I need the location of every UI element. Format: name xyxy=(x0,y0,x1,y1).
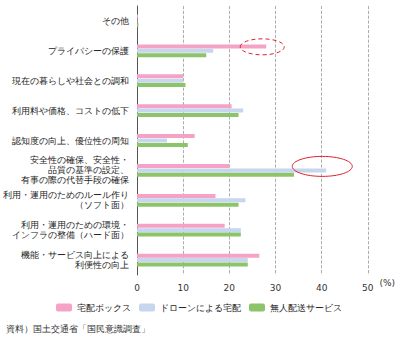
svg-text:40: 40 xyxy=(316,283,328,293)
svg-text:機能・サービス向上による: 機能・サービス向上による xyxy=(21,250,129,260)
svg-text:宅配ボックス: 宅配ボックス xyxy=(77,303,131,313)
svg-text:0: 0 xyxy=(134,283,140,293)
svg-text:利用料や価格、コストの低下: 利用料や価格、コストの低下 xyxy=(12,106,129,116)
svg-text:無人配送サービス: 無人配送サービス xyxy=(270,303,342,313)
svg-text:安全性の確保、安全性・: 安全性の確保、安全性・ xyxy=(30,155,129,165)
svg-text:プライバシーの保護: プライバシーの保護 xyxy=(48,46,129,56)
svg-text:(%): (%) xyxy=(379,278,395,288)
svg-text:ドローンによる宅配: ドローンによる宅配 xyxy=(160,303,241,313)
svg-text:認知度の向上、優位性の周知: 認知度の向上、優位性の周知 xyxy=(12,136,129,146)
svg-text:その他: その他 xyxy=(102,16,129,26)
svg-text:利用・運用のためのルール作り: 利用・運用のためのルール作り xyxy=(3,190,129,200)
svg-text:有事の際の代替手段の確保: 有事の際の代替手段の確保 xyxy=(21,175,129,185)
svg-text:50: 50 xyxy=(362,283,374,293)
svg-text:10: 10 xyxy=(177,283,189,293)
svg-text:資料）国土交通省「国民意識調査」: 資料）国土交通省「国民意識調査」 xyxy=(6,324,150,334)
svg-text:インフラの整備（ハード面）: インフラの整備（ハード面） xyxy=(12,230,129,240)
svg-text:30: 30 xyxy=(270,283,282,293)
svg-text:利用・運用のための環境・: 利用・運用のための環境・ xyxy=(21,220,129,230)
svg-text:利便性の向上: 利便性の向上 xyxy=(75,260,129,270)
svg-text:（ソフト面）: （ソフト面） xyxy=(75,200,129,210)
svg-text:品質の基準の設定、: 品質の基準の設定、 xyxy=(48,165,129,175)
svg-text:20: 20 xyxy=(224,283,236,293)
svg-text:現在の暮らしや社会との調和: 現在の暮らしや社会との調和 xyxy=(12,76,129,86)
